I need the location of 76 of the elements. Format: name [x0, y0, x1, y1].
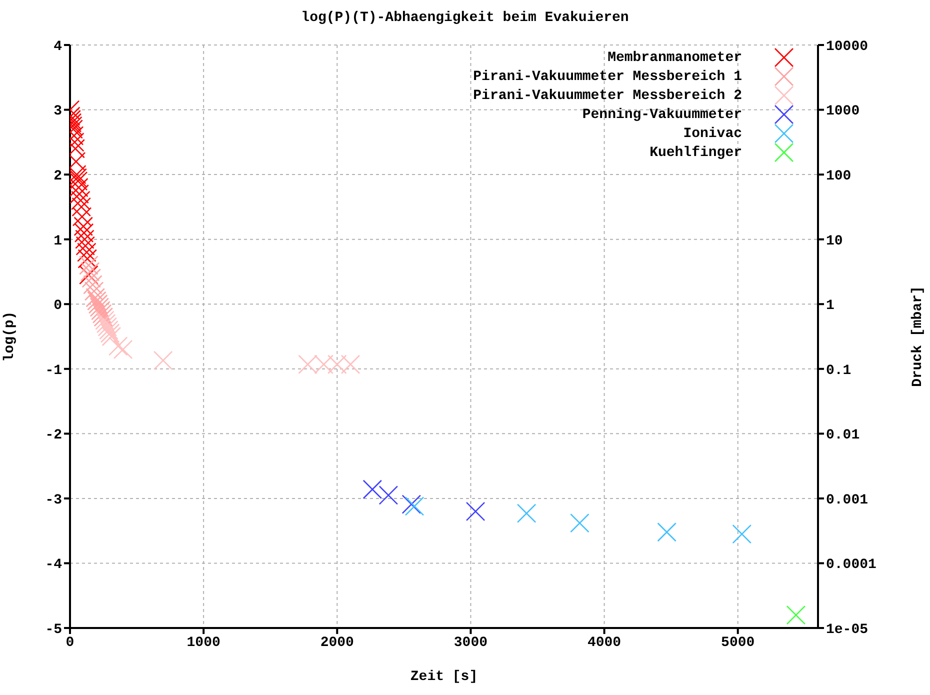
y2-tick-label: 0.001 — [826, 492, 868, 508]
point — [99, 320, 118, 340]
point — [732, 524, 752, 544]
y-tick-label: -2 — [45, 428, 62, 444]
y2-tick-label: 1000 — [826, 104, 860, 120]
x-tick-label: 4000 — [587, 634, 622, 651]
point — [91, 300, 110, 320]
x-tick-label: 3000 — [454, 634, 488, 651]
point — [404, 496, 424, 516]
y2-tick-label: 10 — [826, 233, 843, 250]
y2-tick-label: 0.0001 — [826, 557, 876, 574]
point — [86, 288, 106, 308]
point — [77, 242, 96, 262]
point — [657, 522, 676, 542]
point — [96, 314, 116, 334]
point — [402, 494, 422, 514]
x-tick-label: 1000 — [186, 634, 220, 651]
point — [71, 190, 90, 210]
point — [516, 504, 536, 523]
legend-label: Penning-Vakuummeter — [582, 106, 742, 122]
point — [84, 282, 104, 301]
point — [327, 354, 347, 374]
point — [79, 265, 98, 285]
point — [70, 178, 88, 198]
y-tick-label: 0 — [54, 298, 62, 314]
y2-tick-label: 100 — [826, 168, 852, 185]
point — [786, 605, 806, 625]
chart-title: log(P)(T)-Abhaengigkeit beim Evakuieren — [300, 10, 630, 26]
point — [340, 354, 360, 374]
point — [82, 268, 102, 288]
y-tick-label: 4 — [54, 38, 62, 55]
point — [80, 262, 100, 282]
y2-tick-label: 1 — [826, 298, 834, 314]
point — [113, 340, 133, 360]
point — [70, 184, 89, 204]
x-axis-title: Zeit [s] — [410, 669, 478, 685]
x-tick-label: 2000 — [320, 634, 354, 651]
point — [70, 168, 87, 188]
point — [75, 230, 94, 249]
point — [100, 324, 120, 343]
y-tick-label: -3 — [45, 492, 62, 508]
point — [95, 310, 114, 330]
y-tick-label: -4 — [45, 557, 62, 574]
point — [98, 317, 118, 336]
legend-label: Pirani-Vakuummeter Messbereich 2 — [473, 88, 742, 104]
point — [92, 304, 112, 324]
y-axis-title: log(p) — [2, 311, 18, 362]
legend-label: Membranmanometer — [608, 50, 742, 66]
point — [90, 298, 110, 317]
point — [108, 336, 128, 356]
y-tick-label: -5 — [45, 622, 62, 638]
point — [87, 291, 106, 311]
point — [70, 171, 88, 191]
y2-tick-label: 0.1 — [826, 362, 852, 379]
x-tick-label: 5000 — [721, 634, 755, 651]
y-tick-label: 1 — [54, 233, 62, 250]
point — [570, 513, 590, 533]
point — [378, 486, 398, 505]
legend-label: Pirani-Vakuummeter Messbereich 1 — [473, 68, 742, 84]
point — [466, 502, 486, 522]
y2-axis-title: Druck [mbar] — [910, 286, 926, 387]
legend-label: Ionivac — [683, 126, 742, 142]
point — [102, 326, 122, 346]
y-tick-label: -1 — [45, 362, 62, 379]
y2-tick-label: 1e-05 — [826, 622, 868, 638]
y2-tick-label: 0.01 — [826, 428, 860, 444]
point — [88, 294, 108, 314]
y-tick-label: 3 — [54, 104, 62, 120]
y2-tick-label: 10000 — [826, 38, 868, 55]
x-tick-label: 0 — [66, 634, 74, 651]
point — [83, 275, 102, 294]
point — [79, 256, 98, 275]
point — [153, 350, 173, 370]
legend-label: Kuehlfinger — [650, 144, 742, 160]
point — [362, 480, 382, 500]
y-tick-label: 2 — [54, 168, 62, 185]
